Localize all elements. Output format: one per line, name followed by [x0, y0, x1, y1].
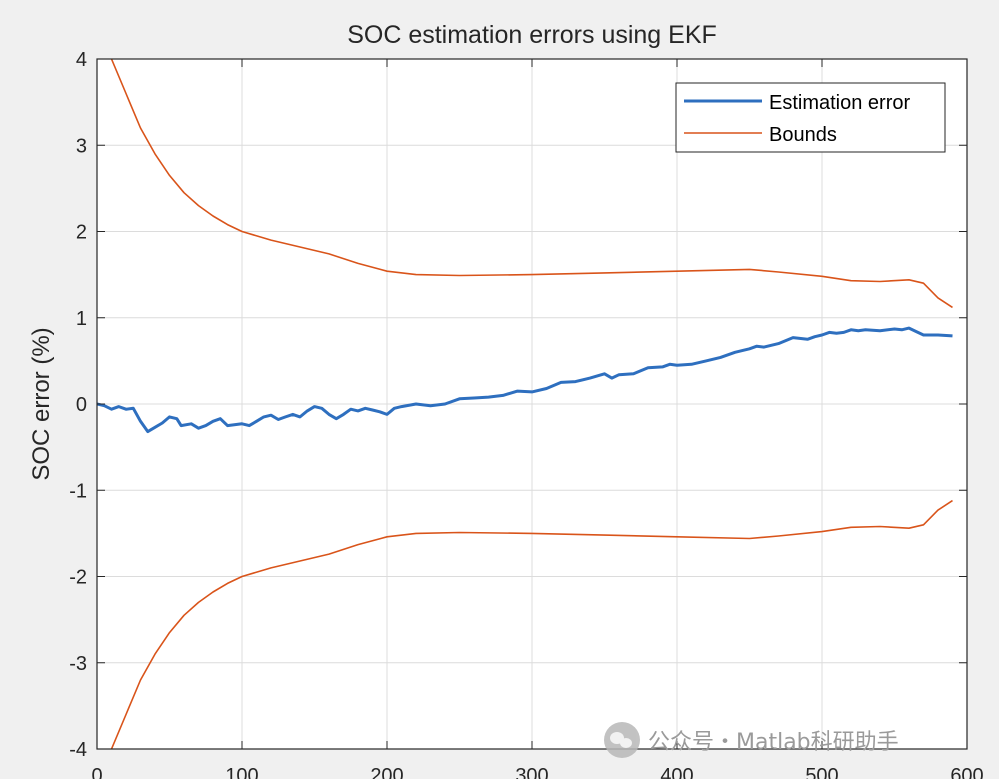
y-tick-label: -4: [69, 739, 87, 761]
x-tick-label: 400: [660, 765, 693, 779]
y-tick-label: -1: [69, 480, 87, 502]
wechat-icon: [604, 722, 640, 758]
x-tick-label: 200: [370, 765, 403, 779]
lower-bound-line: [110, 499, 953, 749]
y-tick-label: -2: [69, 567, 87, 589]
ticks: 0 100 200 300 400 500 600 -4 -3 -2 -1 0 1 2 3 4: [69, 49, 983, 779]
y-tick-label: 4: [76, 49, 87, 71]
chart-title: SOC estimation errors using EKF: [347, 21, 717, 49]
y-tick-label: -3: [69, 653, 87, 675]
y-tick-label: 1: [76, 308, 87, 330]
y-tick-label: 2: [76, 222, 87, 244]
legend-label-bounds: Bounds: [769, 124, 837, 146]
watermark-text: 公众号・Matlab科研助手: [648, 730, 899, 755]
legend-label-estimation-error: Estimation error: [769, 92, 910, 114]
legend-box: [675, 82, 946, 153]
y-tick-label: 0: [76, 394, 87, 416]
y-tick-label: 3: [76, 135, 87, 157]
watermark: 公众号・Matlab科研助手: [604, 722, 899, 758]
legend: Estimation error Bounds: [675, 82, 946, 153]
x-tick-label: 0: [91, 765, 102, 779]
x-tick-label: 100: [225, 765, 258, 779]
x-tick-label: 600: [950, 765, 983, 779]
y-axis-label: SOC error (%): [28, 327, 55, 480]
upper-bound-line: [110, 59, 953, 309]
x-tick-label: 300: [515, 765, 548, 779]
x-tick-label: 500: [805, 765, 838, 779]
estimation-error-line: [97, 326, 953, 434]
series-layer: [97, 59, 953, 749]
